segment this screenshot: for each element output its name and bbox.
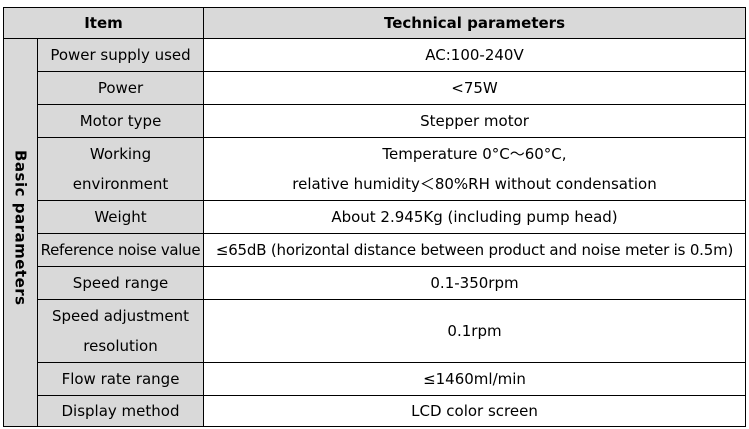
row-value: <75W (203, 71, 746, 105)
row-label: Reference noise value (37, 233, 204, 267)
row-value: AC:100-240V (203, 38, 746, 72)
row-label: Speed range (37, 266, 204, 300)
row-label-line: resolution (83, 337, 158, 355)
table-row: Weight About 2.945Kg (including pump hea… (4, 200, 746, 234)
table-row: Speed adjustment resolution 0.1rpm (4, 299, 746, 363)
table-row: Basic parameters Power supply used AC:10… (3, 38, 746, 427)
table-row: Display method LCD color screen (4, 395, 746, 427)
row-value: Temperature 0°C～60°C, relative humidity＜… (203, 137, 746, 201)
row-value: About 2.945Kg (including pump head) (203, 200, 746, 234)
row-value: ≤65dB (horizontal distance between produ… (203, 233, 746, 267)
row-value: Stepper motor (203, 104, 746, 138)
technical-parameters-table: Item Technical parameters Basic paramete… (3, 7, 746, 427)
row-label: Motor type (37, 104, 204, 138)
row-value: 0.1rpm (203, 299, 746, 363)
row-value: ≤1460ml/min (203, 362, 746, 396)
group-label: Basic parameters (11, 149, 30, 306)
header-technical-parameters: Technical parameters (203, 7, 746, 39)
row-value: LCD color screen (203, 395, 746, 427)
row-label-line: Speed adjustment (51, 307, 190, 325)
row-label: Weight (37, 200, 204, 234)
row-label-line: Working (89, 145, 152, 163)
table-row: Power <75W (4, 71, 746, 105)
row-label: Power (37, 71, 204, 105)
group-cell: Basic parameters (3, 38, 38, 427)
table-row: Speed range 0.1-350rpm (4, 266, 746, 300)
row-label: Speed adjustment resolution (37, 299, 204, 363)
row-value-line: relative humidity＜80%RH without condensa… (292, 175, 657, 193)
header-item: Item (3, 7, 204, 39)
table-row: Working environment Temperature 0°C～60°C… (4, 137, 746, 201)
table-row: Flow rate range ≤1460ml/min (4, 362, 746, 396)
row-label-line: environment (72, 175, 169, 193)
row-label: Display method (37, 395, 204, 427)
header-row: Item Technical parameters (3, 7, 746, 39)
row-label: Flow rate range (37, 362, 204, 396)
row-value-line: Temperature 0°C～60°C, (382, 145, 567, 163)
table-row: Reference noise value ≤65dB (horizontal … (4, 233, 746, 267)
row-label: Working environment (37, 137, 204, 201)
row-value: 0.1-350rpm (203, 266, 746, 300)
row-label: Power supply used (37, 38, 204, 72)
table-row: Motor type Stepper motor (4, 104, 746, 138)
